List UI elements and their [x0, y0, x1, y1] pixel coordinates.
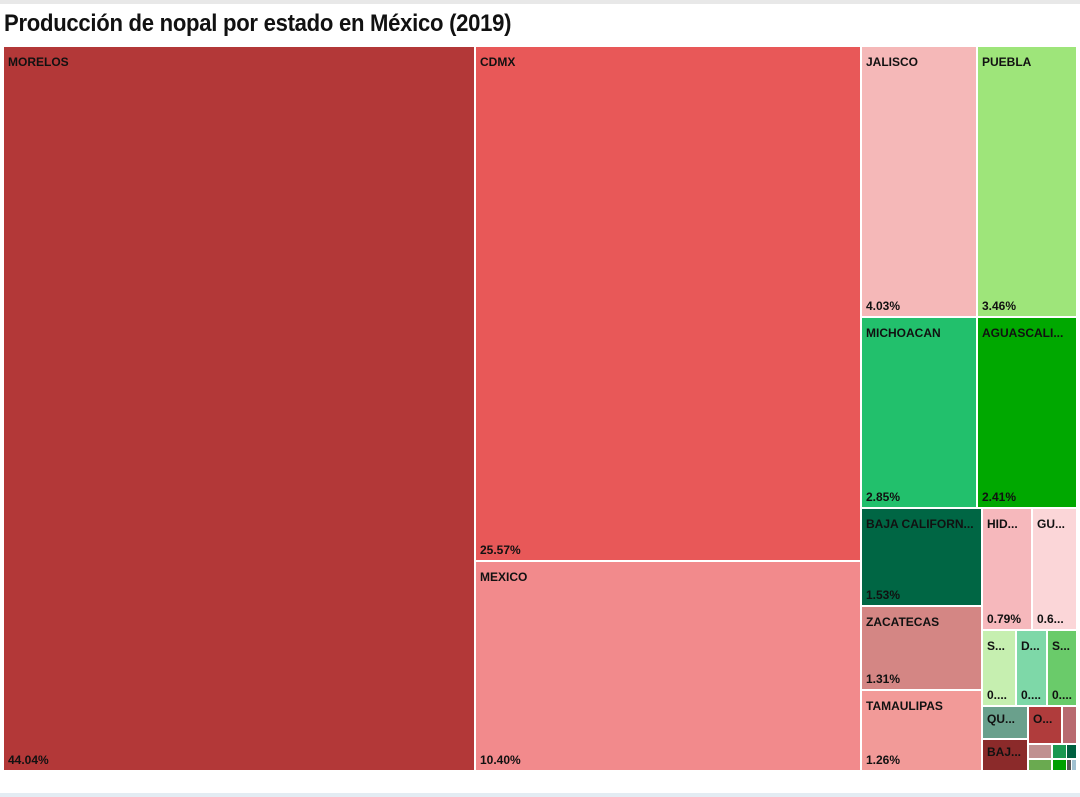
cell-label: CDMX [480, 55, 516, 69]
treemap-cell-tamaulipas[interactable]: TAMAULIPAS 1.26% [862, 691, 981, 770]
cell-label: MICHOACAN [866, 326, 941, 340]
top-border [0, 0, 1080, 4]
treemap-cell-d[interactable]: D... 0.... [1017, 631, 1046, 705]
cell-value: 1.53% [866, 588, 901, 602]
treemap-cell-baj[interactable]: BAJ... [983, 740, 1027, 770]
treemap-cell-michoacan[interactable]: MICHOACAN 2.85% [862, 318, 976, 507]
treemap-cell-puebla[interactable]: PUEBLA 3.46% [978, 47, 1076, 316]
cell-value: 2.41% [982, 490, 1017, 504]
treemap-cell-aguascali[interactable]: AGUASCALI... 2.41% [978, 318, 1076, 507]
cell-value: 4.03% [866, 299, 901, 313]
cell-value: 0.79% [987, 612, 1022, 626]
treemap-cell-hid[interactable]: HID... 0.79% [983, 509, 1031, 629]
cell-value: 25.57% [480, 543, 521, 557]
cell-label: BAJA CALIFORN... [866, 517, 974, 531]
treemap-cell-s[interactable]: S... 0.... [983, 631, 1015, 705]
cell-label: GU... [1037, 517, 1066, 531]
treemap-cell-small-25[interactable] [1072, 760, 1076, 770]
cell-value: 44.04% [8, 753, 49, 767]
treemap-cell-baja-californ[interactable]: BAJA CALIFORN... 1.53% [862, 509, 981, 605]
treemap-cell-small-23[interactable] [1053, 760, 1066, 770]
cell-label: PUEBLA [982, 55, 1032, 69]
cell-label: D... [1021, 639, 1040, 653]
treemap-cell-morelos[interactable]: MORELOS 44.04% [4, 47, 474, 770]
treemap-cell-small-20[interactable] [1053, 745, 1066, 758]
treemap-cell-o[interactable]: O... [1029, 707, 1061, 743]
treemap-cell-s[interactable]: S... 0.... [1048, 631, 1076, 705]
cell-label: TAMAULIPAS [866, 699, 943, 713]
cell-value: 0.... [1021, 688, 1042, 702]
cell-value: 0.6... [1037, 612, 1064, 626]
treemap-cell-jalisco[interactable]: JALISCO 4.03% [862, 47, 976, 316]
chart-title: Producción de nopal por estado en México… [4, 10, 512, 37]
cell-value: 0.... [1052, 688, 1073, 702]
cell-value: 1.31% [866, 672, 901, 686]
treemap-cell-cdmx[interactable]: CDMX 25.57% [476, 47, 860, 560]
treemap-cell-zacatecas[interactable]: ZACATECAS 1.31% [862, 607, 981, 689]
treemap-cell-mexico[interactable]: MEXICO 10.40% [476, 562, 860, 770]
cell-label: ZACATECAS [866, 615, 940, 629]
cell-value: 2.85% [866, 490, 901, 504]
treemap-cell-small-18[interactable] [1063, 707, 1076, 743]
bottom-border [0, 793, 1080, 797]
cell-value: 1.26% [866, 753, 901, 767]
treemap-cell-small-22[interactable] [1029, 760, 1051, 770]
cell-value: 10.40% [480, 753, 521, 767]
cell-label: MEXICO [480, 570, 528, 584]
cell-label: JALISCO [866, 55, 919, 69]
treemap-cell-small-19[interactable] [1029, 745, 1051, 758]
cell-label: QU... [987, 712, 1016, 726]
cell-value: 0.... [987, 688, 1008, 702]
cell-label: AGUASCALI... [982, 326, 1064, 340]
treemap-cell-gu[interactable]: GU... 0.6... [1033, 509, 1076, 629]
treemap-cell-qu[interactable]: QU... [983, 707, 1027, 738]
treemap-cell-small-24[interactable] [1067, 760, 1071, 770]
cell-label: O... [1033, 712, 1053, 726]
cell-label: S... [1052, 639, 1071, 653]
cell-label: S... [987, 639, 1006, 653]
cell-label: HID... [987, 517, 1018, 531]
cell-label: BAJ... [987, 745, 1022, 759]
treemap-cell-small-21[interactable] [1067, 745, 1076, 758]
cell-value: 3.46% [982, 299, 1017, 313]
cell-label: MORELOS [8, 55, 69, 69]
